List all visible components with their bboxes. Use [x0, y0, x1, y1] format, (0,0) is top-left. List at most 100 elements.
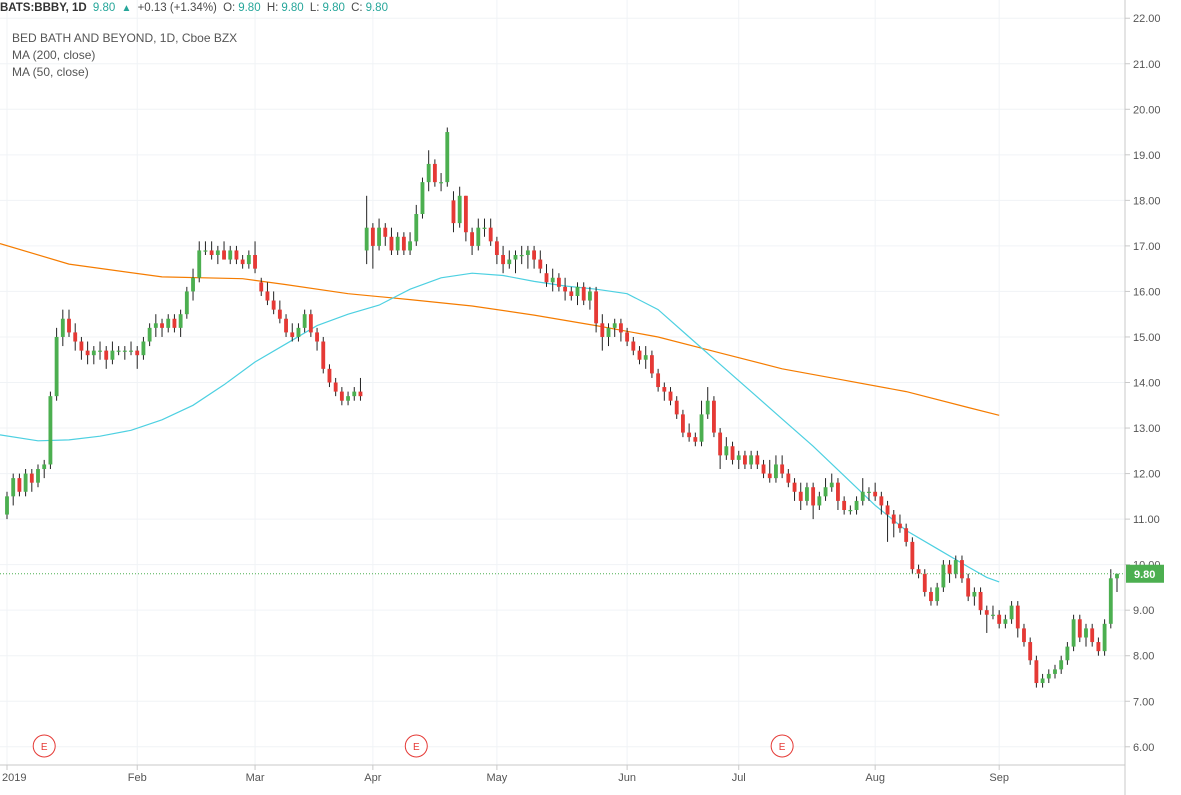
- price-axis[interactable]: 6.007.008.009.0010.0011.0012.0013.0014.0…: [1125, 13, 1164, 754]
- candle-body: [941, 564, 946, 588]
- earnings-marker-circle: [32, 734, 56, 758]
- candle: [395, 232, 400, 255]
- candle: [749, 450, 754, 470]
- candle: [17, 473, 22, 497]
- candle-body: [829, 482, 834, 488]
- low-value: 9.80: [322, 2, 345, 14]
- candle-body: [879, 496, 884, 506]
- candle-body: [408, 241, 412, 251]
- candle: [556, 273, 561, 292]
- candle-body: [780, 464, 785, 474]
- candle: [408, 232, 412, 255]
- candle: [5, 491, 9, 520]
- legend-title[interactable]: BED BATH AND BEYOND, 1D, Cboe BZX: [12, 31, 238, 45]
- candle-body: [774, 464, 778, 479]
- candle: [67, 309, 71, 337]
- earnings-marker[interactable]: E: [404, 734, 428, 758]
- candle: [1084, 623, 1088, 647]
- candle-body: [606, 327, 611, 337]
- symbol-label[interactable]: BATS:BBBY, 1D: [0, 2, 87, 14]
- candle-body: [141, 341, 146, 356]
- earnings-marker[interactable]: E: [32, 734, 56, 758]
- candle: [699, 400, 704, 447]
- candle-body: [687, 432, 692, 438]
- candle-body: [705, 400, 710, 415]
- close-value: 9.80: [365, 2, 388, 14]
- legend-ma200[interactable]: MA (200, close): [12, 48, 96, 62]
- candle-body: [463, 195, 468, 233]
- candle-body: [265, 291, 270, 301]
- candle-body: [290, 332, 295, 337]
- candle-body: [178, 314, 183, 328]
- candle-body: [73, 332, 78, 342]
- earnings-marker[interactable]: E: [770, 734, 794, 758]
- candle-body: [234, 250, 239, 260]
- candle-body: [302, 314, 307, 328]
- candle-body: [42, 464, 47, 470]
- candle-body: [54, 336, 59, 397]
- last-price-label: 9.80: [1134, 569, 1155, 581]
- candle: [104, 346, 109, 369]
- candle-body: [984, 610, 989, 615]
- candle: [79, 336, 84, 360]
- candle: [129, 341, 133, 356]
- candle-body: [885, 505, 890, 515]
- candle-body: [991, 614, 995, 616]
- candle: [1071, 614, 1076, 652]
- candle: [991, 605, 995, 620]
- candle-body: [649, 355, 654, 374]
- candle: [656, 368, 661, 392]
- candle-body: [296, 327, 301, 337]
- candle-body: [761, 464, 766, 474]
- candle-body: [110, 350, 115, 360]
- candle-body: [600, 323, 605, 337]
- y-tick-label: 21.00: [1133, 59, 1161, 71]
- candle: [953, 555, 958, 579]
- candle: [984, 605, 989, 633]
- candle: [191, 268, 195, 301]
- change-value: +0.13 (+1.34%): [137, 2, 217, 14]
- candle-body: [494, 241, 499, 255]
- candle-body: [420, 182, 425, 215]
- candle-body: [48, 396, 53, 465]
- candle: [625, 327, 630, 347]
- candle-body: [842, 500, 847, 510]
- candle-body: [556, 277, 561, 287]
- candle: [457, 186, 462, 228]
- candle: [743, 450, 747, 470]
- candle-body: [395, 236, 400, 251]
- candle-body: [544, 273, 549, 283]
- candle: [587, 286, 592, 310]
- candle: [265, 282, 270, 306]
- candle: [649, 350, 654, 378]
- candle-body: [805, 487, 809, 501]
- candle-body: [916, 569, 921, 574]
- time-axis[interactable]: 2019 Feb Mar Apr May Jun Jul Aug Sep: [2, 765, 1009, 784]
- candle-body: [674, 400, 679, 415]
- candle-body: [966, 578, 971, 597]
- candle: [612, 318, 617, 337]
- candle-body: [1053, 669, 1057, 674]
- candle-body: [563, 286, 568, 292]
- candle-body: [321, 341, 326, 369]
- candle-body: [98, 350, 102, 352]
- candle: [36, 464, 40, 488]
- legend-ma50[interactable]: MA (50, close): [12, 65, 89, 79]
- candle-body: [488, 227, 493, 242]
- candle: [823, 478, 828, 501]
- candle: [1090, 623, 1095, 647]
- x-tick-label: Jul: [732, 772, 746, 784]
- candle: [637, 346, 642, 365]
- candle: [209, 241, 214, 260]
- candle-body: [730, 446, 735, 460]
- candle: [1077, 614, 1082, 643]
- candle-body: [668, 391, 673, 401]
- candle-body: [910, 541, 915, 570]
- candle: [755, 450, 760, 470]
- candle: [383, 223, 388, 246]
- candle-body: [1009, 605, 1014, 620]
- candle-body: [346, 396, 350, 401]
- candle: [23, 469, 28, 497]
- candle-body: [594, 291, 599, 324]
